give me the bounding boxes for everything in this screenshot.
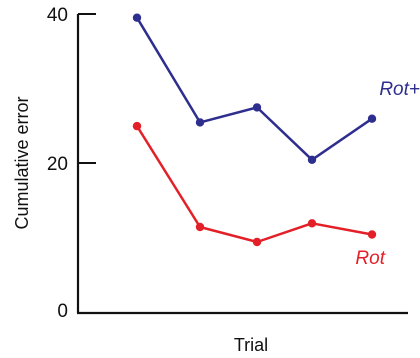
series-layer xyxy=(132,13,377,247)
data-point-rot-3 xyxy=(252,237,262,247)
y-tick-label: 40 xyxy=(47,5,68,26)
y-tick-label: 0 xyxy=(57,301,68,322)
series-line-rot-plus xyxy=(135,17,373,162)
y-ticks: 40 20 0 xyxy=(47,5,96,322)
data-point-rot-plus-2 xyxy=(195,118,205,127)
series-label-rot-plus: Rot+ xyxy=(379,79,420,100)
data-point-rot-plus-4 xyxy=(307,155,317,164)
y-tick-label: 20 xyxy=(47,154,68,175)
x-axis-title: Trial xyxy=(234,335,268,355)
data-point-rot-plus-3 xyxy=(252,103,262,112)
data-point-rot-2 xyxy=(195,222,205,232)
data-point-rot-plus-5 xyxy=(367,114,377,123)
data-point-rot-4 xyxy=(307,219,317,228)
data-point-rot-1 xyxy=(132,121,142,131)
y-axis-title: Cumulative error xyxy=(12,96,32,229)
data-point-rot-plus-1 xyxy=(132,13,142,22)
data-point-rot-5 xyxy=(367,230,377,239)
series-label-rot: Rot xyxy=(355,248,385,269)
